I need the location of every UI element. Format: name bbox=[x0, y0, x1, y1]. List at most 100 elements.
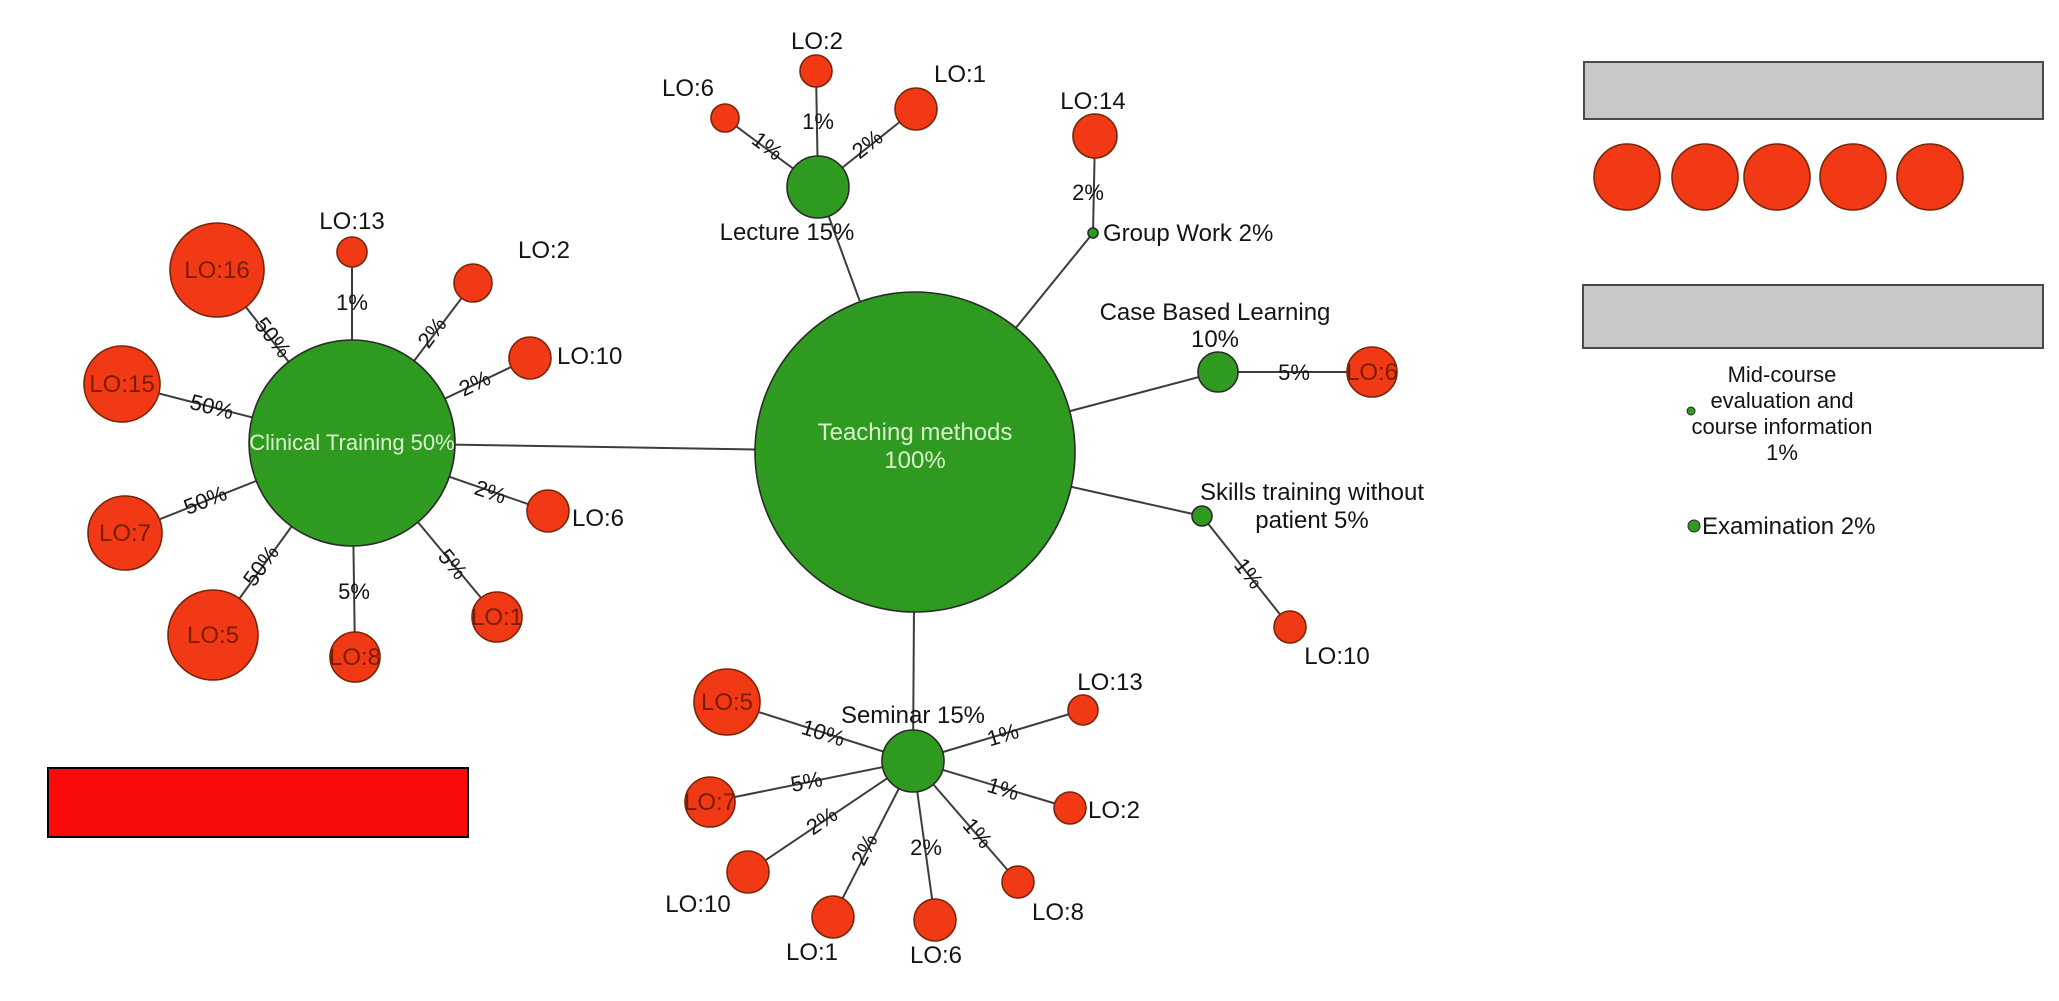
edge-seminar-to-lo bbox=[709, 760, 914, 803]
hub-label-group-work: Group Work 2% bbox=[1103, 220, 1273, 247]
hub-label-seminar: Seminar 15% bbox=[841, 702, 985, 729]
lo-node-lecture-2 bbox=[894, 87, 938, 131]
lo-node-seminar-1 bbox=[684, 776, 736, 828]
hub-label-lecture: Lecture 15% bbox=[720, 219, 855, 246]
non-taught-lo-node-1 bbox=[1671, 143, 1739, 211]
hub-node-teaching-methods bbox=[754, 291, 1076, 613]
lo-node-label: LO:2 bbox=[1088, 797, 1140, 824]
hub-node-skills-training-without-patient bbox=[1191, 505, 1213, 527]
lo-node-clinical-training-6 bbox=[87, 495, 163, 571]
examination-label: Examination 2% bbox=[1702, 513, 1875, 540]
edge-pct-label: 2% bbox=[471, 475, 509, 509]
mid-course-label-line: 1% bbox=[1766, 440, 1798, 465]
lo-node-label: LO:1 bbox=[934, 61, 986, 88]
lo-node-group-work-0 bbox=[1072, 113, 1118, 159]
edge-pct-label: 2% bbox=[1072, 180, 1104, 205]
lo-node-label: LO:5 bbox=[187, 622, 239, 649]
mid-course-label-line: Mid-course bbox=[1728, 362, 1837, 387]
lo-node-label: LO:7 bbox=[99, 520, 151, 547]
lo-node-label: LO:7 bbox=[684, 789, 736, 816]
non-taught-lo-node-2 bbox=[1743, 143, 1811, 211]
legend-box bbox=[47, 767, 469, 838]
side-panels-layer bbox=[1582, 61, 2044, 533]
lo-node-label: LO:2 bbox=[518, 237, 570, 264]
edge-pct-label: 5% bbox=[788, 766, 824, 797]
lo-node-seminar-3 bbox=[811, 895, 855, 939]
center-node-label: Teaching methods bbox=[818, 419, 1013, 446]
lo-node-clinical-training-4 bbox=[83, 345, 161, 423]
mid-course-label-line: course information bbox=[1692, 414, 1873, 439]
lo-node-label: LO:13 bbox=[319, 208, 384, 235]
mid-course-bullet-dot bbox=[1686, 406, 1696, 416]
lo-node-case-based-learning-0 bbox=[1346, 346, 1398, 398]
lo-node-label: LO:16 bbox=[184, 257, 249, 284]
edge-pct-label: 1% bbox=[802, 109, 834, 134]
edge-pct-label: 5% bbox=[433, 544, 473, 584]
nodes-layer bbox=[83, 54, 1398, 942]
lo-node-seminar-7 bbox=[1067, 694, 1099, 726]
lo-node-label: LO:2 bbox=[791, 28, 843, 55]
hub-label-skills-training-without-patient: patient 5% bbox=[1255, 507, 1368, 534]
edge-pct-label: 50% bbox=[187, 389, 236, 424]
hub-node-seminar bbox=[881, 729, 945, 793]
hub-node-clinical-training bbox=[248, 339, 456, 547]
lo-node-label: LO:6 bbox=[910, 942, 962, 969]
lo-node-label: LO:10 bbox=[665, 891, 730, 918]
non-taught-lo-node-3 bbox=[1819, 143, 1887, 211]
lo-node-label: LO:13 bbox=[1077, 669, 1142, 696]
lo-node-label: LO:8 bbox=[1032, 899, 1084, 926]
lo-node-clinical-training-7 bbox=[167, 589, 259, 681]
edge-skills-training-without-patient-to-lo bbox=[1201, 515, 1291, 628]
lo-node-label: LO:6 bbox=[1346, 359, 1398, 386]
lo-node-label: LO:10 bbox=[1304, 643, 1369, 670]
edge-pct-label: 2% bbox=[802, 802, 842, 840]
lo-node-seminar-0 bbox=[693, 668, 761, 736]
hub-label-case-based-learning: 10% bbox=[1191, 326, 1239, 353]
lo-node-clinical-training-1 bbox=[336, 236, 368, 268]
edge-pct-label: 1% bbox=[984, 772, 1022, 805]
edge-pct-label: 5% bbox=[338, 579, 370, 604]
lo-node-label: LO:1 bbox=[471, 604, 523, 631]
lo-node-label: LO:14 bbox=[1060, 88, 1125, 115]
edge-pct-label: 1% bbox=[984, 718, 1022, 751]
hub-label-case-based-learning: Case Based Learning bbox=[1100, 299, 1331, 326]
lo-node-label: LO:10 bbox=[557, 343, 622, 370]
lo-node-clinical-training-8 bbox=[329, 631, 381, 683]
lo-node-clinical-training-9 bbox=[471, 591, 523, 643]
lo-node-label: LO:1 bbox=[786, 939, 838, 966]
lo-node-label: LO:8 bbox=[329, 644, 381, 671]
edge-pct-label: 2% bbox=[846, 830, 883, 870]
non-teaching-panel-header-box bbox=[1582, 284, 2044, 349]
examination-bullet-dot bbox=[1687, 519, 1701, 533]
hub-label-skills-training-without-patient: Skills training without bbox=[1200, 479, 1424, 506]
edge-pct-label: 50% bbox=[180, 480, 230, 519]
non-taught-lo-node-0 bbox=[1593, 143, 1661, 211]
lo-node-clinical-training-5 bbox=[526, 489, 570, 533]
edge-seminar-to-lo bbox=[747, 760, 914, 873]
lo-node-clinical-training-2 bbox=[453, 263, 493, 303]
hub-node-case-based-learning bbox=[1197, 351, 1239, 393]
lo-node-clinical-training-0 bbox=[169, 222, 265, 318]
lo-node-label: LO:6 bbox=[572, 505, 624, 532]
non-taught-lo-node-4 bbox=[1896, 143, 1964, 211]
lo-node-lecture-1 bbox=[799, 54, 833, 88]
lo-node-seminar-5 bbox=[1001, 865, 1035, 899]
edge-pct-label: 2% bbox=[910, 835, 942, 860]
lo-node-clinical-training-3 bbox=[508, 336, 552, 380]
edge-pct-label: 1% bbox=[336, 290, 368, 315]
non-taught-panel-header-box bbox=[1583, 61, 2044, 120]
lo-node-seminar-6 bbox=[1053, 791, 1087, 825]
edge-pct-label: 2% bbox=[455, 365, 494, 401]
hub-label-clinical-training: Clinical Training 50% bbox=[249, 430, 454, 455]
lo-node-seminar-2 bbox=[726, 850, 770, 894]
mid-course-label-line: evaluation and bbox=[1710, 388, 1853, 413]
lo-node-seminar-4 bbox=[913, 898, 957, 942]
lo-node-lecture-0 bbox=[710, 103, 740, 133]
lo-node-label: LO:6 bbox=[662, 75, 714, 102]
legend-layer bbox=[47, 767, 469, 838]
hub-node-group-work bbox=[1087, 227, 1099, 239]
lo-node-skills-training-without-patient-0 bbox=[1273, 610, 1307, 644]
hub-node-lecture bbox=[786, 155, 850, 219]
